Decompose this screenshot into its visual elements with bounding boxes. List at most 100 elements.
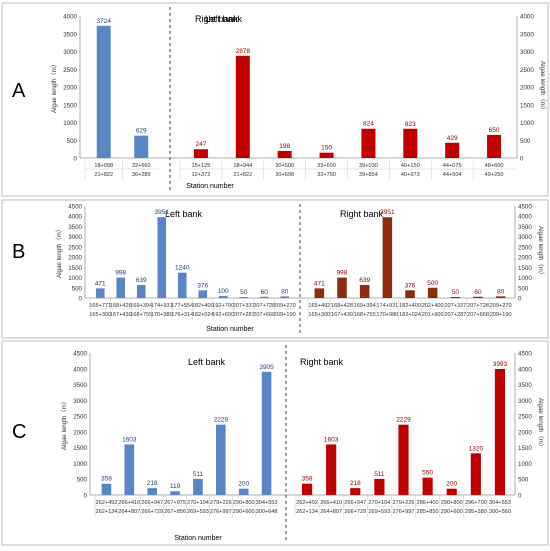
panel-b-ytick-right: 2000 — [518, 255, 532, 262]
panel-c-right-tick-label: 269+593 — [368, 509, 390, 515]
panel-c-ylabel-left: Algae length（m） — [61, 398, 68, 450]
panel-b-right-tick-label: 174+931 — [376, 303, 398, 309]
panel-c-right-tick-label: 290+600 — [441, 509, 463, 515]
panel-c-left-bar — [101, 483, 112, 495]
panel-c-right-tick-label: 264+807 — [320, 509, 342, 515]
panel-c-left-data-label: 1603 — [122, 436, 137, 443]
panel-b-right-data-label: 998 — [337, 270, 348, 277]
panel-b-right-tick-label: 167+430 — [331, 312, 353, 318]
panel-b-ytick-left: 4000 — [68, 214, 82, 221]
panel-b-left-tick-label: 165+300 — [89, 312, 111, 318]
panel-b-ytick-left: 4500 — [68, 204, 82, 211]
panel-b-right-bank-label: Right bank — [340, 209, 384, 219]
panel-c-right-data-label: 3993 — [493, 361, 508, 368]
panel-a-right-bar — [235, 55, 250, 158]
panel-a-ytick-left: 500 — [67, 138, 78, 145]
panel-b-ytick-left: 3500 — [68, 224, 82, 231]
panel-c-right-tick-label: 262+134 — [296, 509, 318, 515]
panel-a-right-data-label: 2878 — [236, 48, 251, 55]
panel-b-left-bar — [136, 284, 146, 298]
panel-a-right-bar — [403, 128, 418, 158]
panel-c-right-tick-label: 296+700 — [465, 500, 487, 506]
panel-c-right-data-label: 358 — [302, 476, 313, 483]
panel-a-left-tick-label: 21+822 — [94, 172, 113, 178]
panel-c-left-tick-label: 264+807 — [118, 509, 140, 515]
panel-b-left-bar — [239, 296, 249, 298]
panel-a-right-tick-label: 18+944 — [233, 163, 252, 169]
panel-a-right-tick-label: 44+075 — [443, 163, 462, 169]
panel-c-ytick-right: 1000 — [518, 461, 532, 468]
panel-b-right-tick-label: 202+400 — [422, 303, 444, 309]
panel-b-left-tick-label: 207+668 — [253, 312, 275, 318]
panel-b-right-bar — [382, 217, 393, 298]
panel-b-left-data-label: 50 — [240, 289, 248, 296]
panel-b-right-tick-label: 168+755 — [354, 312, 376, 318]
panel-b-ytick-left: 500 — [72, 285, 83, 292]
panel-b-right-bar — [473, 296, 483, 298]
panel-b-left-tick-label: 207+337 — [233, 303, 255, 309]
panel-a-ytick-right: 3000 — [520, 49, 534, 56]
panel-b-right-bar — [337, 277, 347, 298]
panel-c-right-data-label: 200 — [446, 481, 457, 488]
panel-c-left-tick-label: 262+134 — [95, 509, 117, 515]
panel-a-ytick-left: 4000 — [63, 14, 77, 21]
panel-a-ylabel-right: Algae length（m） — [539, 61, 546, 113]
panel-b-ylabel-left: Algae length（m） — [56, 226, 63, 278]
panel-b-right-bar — [450, 296, 461, 298]
panel-c-ytick-left: 0 — [84, 493, 88, 500]
panel-a-right-tick-label: 39+030 — [359, 163, 378, 169]
panel-a-right-bar — [361, 128, 376, 158]
panel-b-left-data-label: 3951 — [155, 209, 170, 216]
panel-b-right-data-label: 60 — [474, 289, 482, 296]
panel-b-left-data-label: 639 — [136, 277, 147, 284]
panel-a-left-tick-label: 32+660 — [132, 163, 151, 169]
panel-b-left-data-label: 60 — [261, 289, 269, 296]
panel-a-right-bar — [445, 142, 460, 158]
panel-b-ytick-left: 2500 — [68, 244, 82, 251]
panel-c-left-tick-label: 266+947 — [141, 500, 163, 506]
panel-b-right-tick-label: 182+400 — [399, 303, 421, 309]
panel-a-left-data-label: 3724 — [97, 18, 112, 25]
panel-b-right-data-label: 500 — [427, 280, 438, 287]
panel-c-left-tick-label: 290+600 — [233, 509, 255, 515]
panel-c-right-bar — [326, 444, 337, 495]
panel-c-left-tick-label: 266+410 — [118, 500, 140, 506]
panel-c-right-tick-label: 266+947 — [344, 500, 366, 506]
panel-c-left-bar — [170, 491, 180, 495]
panel-c-ytick-left: 2500 — [73, 414, 87, 421]
panel-c-ytick-left: 3000 — [73, 398, 87, 405]
panel-b-right-data-label: 80 — [497, 288, 505, 295]
panel-a-right-tick-label: 40+973 — [401, 172, 420, 178]
panel-c-right-tick-label: 279+226 — [393, 500, 415, 506]
panel-a-right-data-label: 823 — [405, 121, 416, 128]
panel-b-left-bar — [198, 290, 208, 298]
panel-a-ytick-left: 2000 — [63, 85, 77, 92]
panel-b-left-bar — [116, 277, 126, 298]
panel-c-ytick-left: 500 — [77, 477, 88, 484]
panel-c-left-data-label: 218 — [147, 480, 158, 487]
panel-b-left-tick-label: 207+728 — [253, 303, 275, 309]
panel-a-ytick-right: 1500 — [520, 102, 534, 109]
panel-c-right-tick-label: 270+104 — [368, 500, 390, 506]
panel-a-right-tick-label: 49+250 — [485, 172, 504, 178]
panel-a-right-tick-label: 40+150 — [401, 163, 420, 169]
panel-c-left-tick-label: 266+729 — [141, 509, 163, 515]
panel-b-left-tick-label: 192+700 — [212, 303, 234, 309]
panel-a-frame — [1, 2, 549, 197]
panel-c-right-data-label: 2229 — [396, 417, 411, 424]
panel-a-ytick-right: 2500 — [520, 67, 534, 74]
panel-b-ytick-left: 2000 — [68, 255, 82, 262]
panel-c-right-bar — [301, 483, 313, 495]
panel-c-left-data-label: 2229 — [214, 417, 229, 424]
panel-a-xlabel: Station number — [186, 183, 234, 190]
panel-c-right-tick-label: 295+380 — [465, 509, 487, 515]
panel-c-ytick-left: 4500 — [73, 351, 87, 358]
panel-b-right-bar — [495, 296, 506, 298]
panel-a-right-tick-label: 33+600 — [317, 163, 336, 169]
panel-a-ytick-right: 2000 — [520, 85, 534, 92]
panel-a-right-data-label: 247 — [196, 141, 207, 148]
panel-a-ytick-left: 1500 — [63, 102, 77, 109]
panel-a-right-data-label: 650 — [489, 127, 500, 134]
